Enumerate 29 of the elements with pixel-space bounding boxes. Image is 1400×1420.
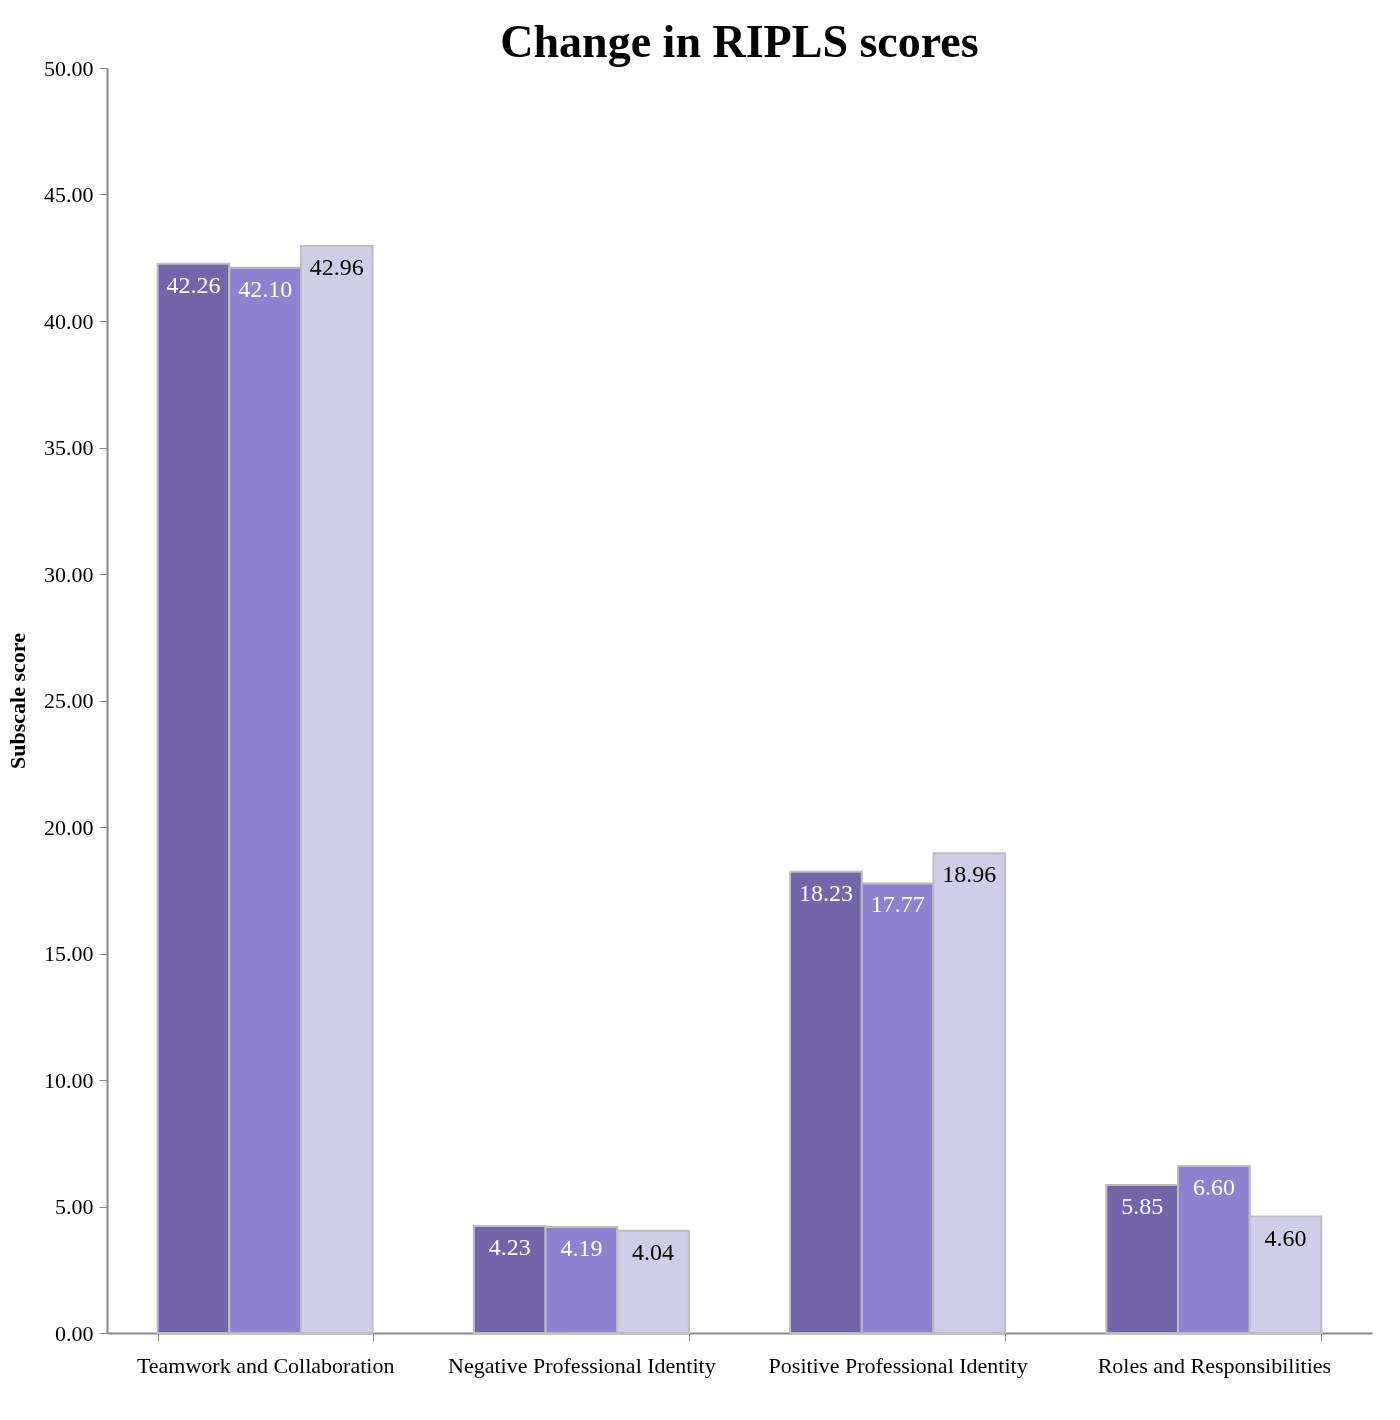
y-tick-label: 10.00 bbox=[44, 1067, 94, 1093]
x-tick-label: Roles and Responsibilities bbox=[1097, 1352, 1332, 1378]
data-label: 18.96 bbox=[942, 861, 997, 888]
y-tick-label: 5.00 bbox=[55, 1194, 94, 1219]
data-label: 5.85 bbox=[1121, 1192, 1164, 1219]
data-label: 4.23 bbox=[488, 1233, 531, 1260]
data-label: 18.23 bbox=[798, 879, 853, 906]
x-tick-label: Negative Professional Identity bbox=[448, 1352, 716, 1378]
chart-title: Change in RIPLS scores bbox=[500, 16, 979, 67]
y-tick-label: 35.00 bbox=[44, 435, 94, 460]
y-tick-label: 20.00 bbox=[44, 814, 94, 840]
y-axis-title: Subscale score bbox=[5, 632, 30, 769]
data-label: 17.77 bbox=[870, 891, 925, 918]
data-label: 42.26 bbox=[166, 271, 221, 298]
data-label: 4.19 bbox=[560, 1234, 603, 1261]
y-tick-label: 40.00 bbox=[44, 308, 94, 334]
data-label: 42.96 bbox=[309, 254, 364, 281]
y-tick-label: 15.00 bbox=[44, 941, 94, 966]
y-tick-label: 45.00 bbox=[44, 182, 94, 207]
y-tick-label: 50.00 bbox=[44, 55, 94, 81]
data-label: 4.04 bbox=[632, 1238, 675, 1265]
y-tick-label: 30.00 bbox=[44, 561, 94, 587]
data-label: 4.60 bbox=[1264, 1224, 1307, 1251]
y-tick-label: 0.00 bbox=[55, 1320, 94, 1346]
x-tick-label: Teamwork and Collaboration bbox=[136, 1352, 395, 1378]
y-tick-label: 25.00 bbox=[44, 688, 94, 713]
x-tick-label: Positive Professional Identity bbox=[768, 1352, 1028, 1378]
data-label: 6.60 bbox=[1192, 1174, 1235, 1201]
data-label: 42.10 bbox=[238, 275, 293, 302]
